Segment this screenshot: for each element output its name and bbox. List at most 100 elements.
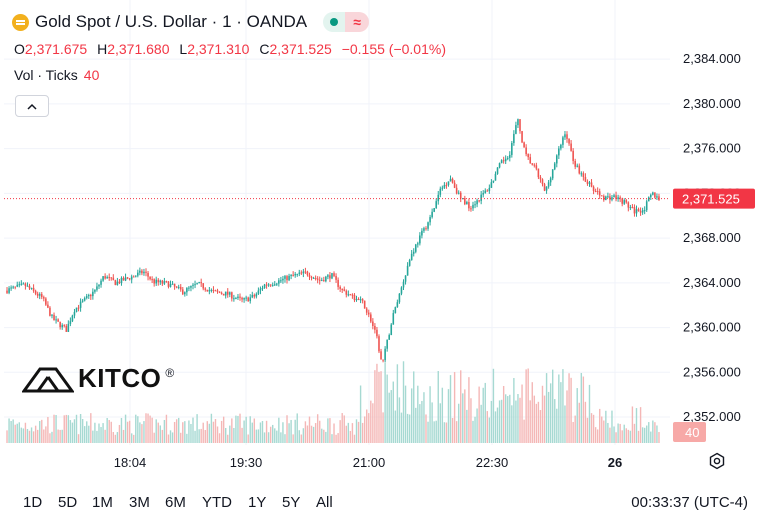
volume-bar [157,422,159,443]
range-3m-button[interactable]: 3M [129,494,150,511]
candle-body [320,280,323,282]
volume-bar [12,419,14,443]
volume-bar [537,401,540,443]
candle-body [104,276,106,279]
volume-bar [406,413,409,443]
candle-body [345,290,348,295]
range-5y-button[interactable]: 5Y [282,494,301,511]
candle-body [128,278,131,280]
volume-bar [41,419,43,443]
candle-body [36,293,39,296]
volume-bar [298,430,300,443]
candle-body [34,290,37,294]
candle-body [549,178,552,183]
candle-body [145,271,147,273]
volume-bar [130,433,133,443]
volume-bar [601,416,603,443]
candle-body [551,169,554,179]
candle-body [464,198,466,205]
volume-bar [521,384,523,443]
volume-bar [114,434,117,443]
volume-readout[interactable]: Vol · Ticks 40 [14,67,99,83]
range-ytd-button[interactable]: YTD [202,494,232,511]
volume-bar [188,420,190,443]
candle-body [486,190,489,192]
volume-bar [646,425,648,443]
volume-bar [529,400,531,443]
time-tick-label: 19:30 [230,455,263,470]
range-1y-button[interactable]: 1Y [248,494,267,511]
candle-body [470,208,472,210]
settings-gear-icon[interactable] [708,452,726,470]
time-tick-label: 22:30 [476,455,509,470]
candle-body [55,319,57,321]
volume-bar [351,423,354,443]
candle-body [194,284,196,286]
candle-body [243,298,245,300]
range-all-button[interactable]: All [316,494,333,511]
price-tick-label: 2,384.000 [683,51,741,66]
range-1d-button[interactable]: 1D [23,494,43,511]
volume-bar [18,422,20,443]
collapse-legend-button[interactable] [15,95,49,117]
volume-tag-label: 40 [685,425,699,440]
candles [6,118,660,363]
volume-bar [265,420,268,443]
candle-body [314,277,317,279]
candle-body [539,177,542,180]
candle-body [24,283,27,286]
candle-body [482,193,485,195]
volume-bar [67,415,70,443]
candle-body [541,179,544,185]
volume-bar [453,372,456,443]
candle-body [394,307,397,314]
candle-body [323,280,325,282]
volume-bar [466,409,468,443]
symbol-title-row[interactable]: Gold Spot / U.S. Dollar · 1 · OANDA ≈ [12,12,370,32]
volume-bar [233,428,235,443]
candle-body [533,164,536,166]
volume-bar [547,391,550,443]
candle-body [410,253,413,261]
candle-body [267,284,270,286]
candle-body [513,133,515,144]
candle-body [386,339,388,349]
symbol-title[interactable]: Gold Spot / U.S. Dollar · 1 · OANDA [35,12,308,31]
volume-bar [243,420,245,443]
candle-body [553,163,556,170]
candle-body [137,272,139,276]
candle-body [429,217,431,223]
candle-body [619,197,621,199]
volume-bar [617,423,619,443]
volume-bar [439,403,441,443]
range-5d-button[interactable]: 5D [58,494,78,511]
candle-body [537,168,540,178]
candle-body [177,286,180,288]
range-6m-button[interactable]: 6M [165,494,186,511]
candle-body [488,187,491,192]
volume-bar [59,429,61,443]
volume-bar [427,421,429,443]
status-pill[interactable]: ≈ [323,12,370,32]
volume-bar [380,371,382,443]
volume-bar [306,425,309,443]
candle-body [449,178,452,182]
volume-bar [519,397,521,443]
candle-body [12,286,14,288]
candle-body [120,277,123,284]
candle-body [188,287,190,289]
volume-bar [286,415,288,443]
range-1m-button[interactable]: 1M [92,494,113,511]
candle-body [439,188,442,195]
volume-bar [500,399,503,443]
timezone-clock[interactable]: 00:33:37 (UTC-4) [631,494,748,511]
volume-bar [588,384,591,443]
volume-bar [415,407,417,443]
kitco-logo-icon [22,367,74,392]
volume-bar [147,413,149,443]
candle-body [108,277,111,279]
candle-body [555,155,558,164]
last-price-tag-label: 2,371.525 [682,192,740,207]
candle-body [521,131,523,143]
